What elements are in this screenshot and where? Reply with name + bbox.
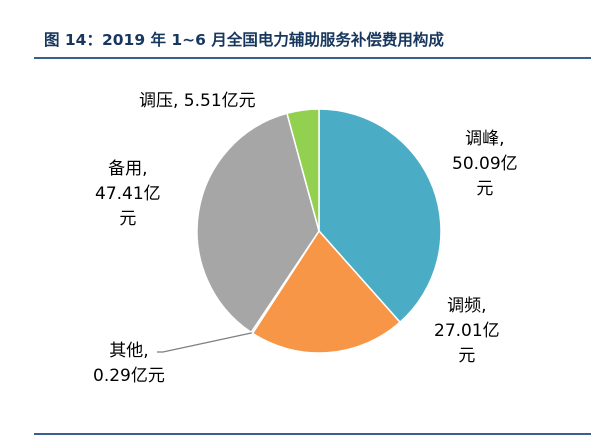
pie-slices bbox=[196, 108, 442, 354]
bottom-rule bbox=[34, 433, 591, 435]
data-label-tiaofeng: 调峰, 50.09亿 元 bbox=[452, 129, 518, 199]
leader-lines bbox=[157, 332, 252, 353]
pie-slice-beiyong bbox=[196, 112, 320, 334]
pie-slice-tiaofeng bbox=[318, 108, 442, 324]
data-label-beiyong: 备用, 47.41亿 元 bbox=[95, 159, 161, 229]
figure-title: 图 14：2019 年 1~6 月全国电力辅助服务补偿费用构成 bbox=[44, 31, 444, 49]
data-label-qita: 其他, 0.29亿元 bbox=[93, 341, 165, 386]
data-label-tiaoya: 调压, 5.51亿元 bbox=[139, 91, 256, 111]
pie-slice-tiaopin bbox=[251, 229, 402, 354]
leader-line-qita bbox=[157, 332, 252, 353]
data-label-tiaopin: 调频, 27.01亿 元 bbox=[434, 296, 500, 366]
top-rule bbox=[34, 57, 591, 59]
pie-slice-tiaoya bbox=[286, 108, 320, 232]
